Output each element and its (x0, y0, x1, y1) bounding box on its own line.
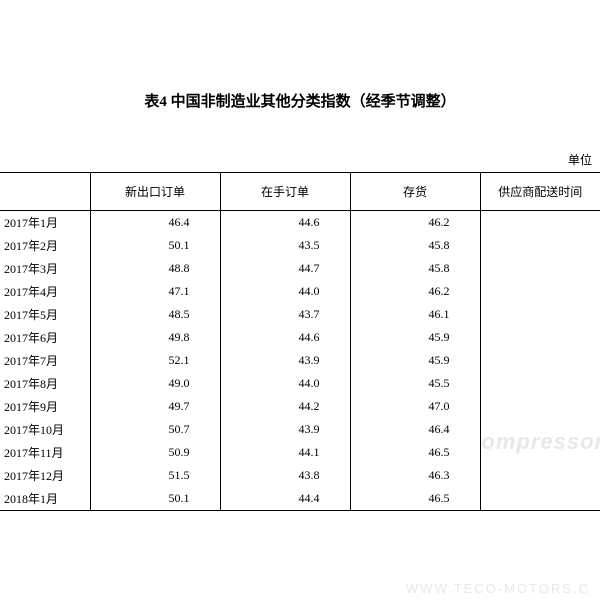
table-row: 2017年1月46.444.646.2 (0, 211, 600, 235)
col-period (0, 173, 90, 211)
table-cell: 2017年5月 (0, 303, 90, 326)
table-cell: 45.9 (350, 349, 480, 372)
table-cell: 2017年2月 (0, 234, 90, 257)
table-cell: 46.2 (350, 211, 480, 235)
table-cell: 51.5 (90, 464, 220, 487)
table-cell: 2017年8月 (0, 372, 90, 395)
table-cell (480, 487, 600, 511)
table-cell: 2017年3月 (0, 257, 90, 280)
table-cell: 2017年10月 (0, 418, 90, 441)
table-row: 2017年8月49.044.045.5 (0, 372, 600, 395)
table-row: 2017年12月51.543.846.3 (0, 464, 600, 487)
table-cell: 46.1 (350, 303, 480, 326)
table-cell: 44.4 (220, 487, 350, 511)
table-cell: 2017年11月 (0, 441, 90, 464)
table-cell: 43.7 (220, 303, 350, 326)
table-cell (480, 303, 600, 326)
table-row: 2017年7月52.143.945.9 (0, 349, 600, 372)
col-inventory: 存货 (350, 173, 480, 211)
unit-label: 单位 (0, 151, 600, 168)
table-row: 2017年2月50.143.545.8 (0, 234, 600, 257)
table-cell: 47.1 (90, 280, 220, 303)
table-cell (480, 257, 600, 280)
table-row: 2017年5月48.543.746.1 (0, 303, 600, 326)
table-cell (480, 349, 600, 372)
table-cell: 46.5 (350, 487, 480, 511)
table-cell: 43.9 (220, 349, 350, 372)
table-cell: 50.9 (90, 441, 220, 464)
table-cell: 44.1 (220, 441, 350, 464)
table-cell: 46.4 (350, 418, 480, 441)
table-row: 2017年6月49.844.645.9 (0, 326, 600, 349)
table-cell: 49.7 (90, 395, 220, 418)
table-cell: 49.8 (90, 326, 220, 349)
table-cell (480, 211, 600, 235)
table-cell: 43.9 (220, 418, 350, 441)
table-cell: 47.0 (350, 395, 480, 418)
table-cell: 49.0 (90, 372, 220, 395)
header-row: 新出口订单 在手订单 存货 供应商配送时间 (0, 173, 600, 211)
table-cell: 48.5 (90, 303, 220, 326)
table-cell: 2017年6月 (0, 326, 90, 349)
data-table: 新出口订单 在手订单 存货 供应商配送时间 2017年1月46.444.646.… (0, 172, 600, 511)
table-cell: 45.5 (350, 372, 480, 395)
table-cell: 50.7 (90, 418, 220, 441)
table-cell: 43.8 (220, 464, 350, 487)
table-cell: 2017年12月 (0, 464, 90, 487)
table-cell: 44.0 (220, 372, 350, 395)
table-cell: 2017年9月 (0, 395, 90, 418)
col-supplier-delivery: 供应商配送时间 (480, 173, 600, 211)
watermark-url: WWW.TECO-MOTORS.C (406, 581, 590, 596)
table-cell (480, 234, 600, 257)
table-cell: 48.8 (90, 257, 220, 280)
table-cell: 46.5 (350, 441, 480, 464)
table-cell: 52.1 (90, 349, 220, 372)
table-row: 2017年9月49.744.247.0 (0, 395, 600, 418)
table-cell: 44.0 (220, 280, 350, 303)
table-cell (480, 464, 600, 487)
table-cell: 2017年4月 (0, 280, 90, 303)
table-cell: 44.7 (220, 257, 350, 280)
table-row: 2017年4月47.144.046.2 (0, 280, 600, 303)
table-cell: 43.5 (220, 234, 350, 257)
table-cell: 44.6 (220, 326, 350, 349)
table-cell: 50.1 (90, 487, 220, 511)
table-cell: 46.4 (90, 211, 220, 235)
table-cell: 2017年1月 (0, 211, 90, 235)
table-cell: 45.8 (350, 257, 480, 280)
table-cell: 46.3 (350, 464, 480, 487)
table-cell: 44.2 (220, 395, 350, 418)
table-cell: 46.2 (350, 280, 480, 303)
table-cell: 45.9 (350, 326, 480, 349)
watermark-brand: ompressor. (481, 429, 600, 455)
table-cell (480, 395, 600, 418)
table-row: 2018年1月50.144.446.5 (0, 487, 600, 511)
table-row: 2017年3月48.844.745.8 (0, 257, 600, 280)
table-cell: 2017年7月 (0, 349, 90, 372)
table-cell (480, 280, 600, 303)
table-title: 表4 中国非制造业其他分类指数（经季节调整） (0, 90, 600, 111)
table-cell (480, 372, 600, 395)
col-backlog-orders: 在手订单 (220, 173, 350, 211)
table-cell (480, 326, 600, 349)
col-export-orders: 新出口订单 (90, 173, 220, 211)
table-cell: 2018年1月 (0, 487, 90, 511)
table-cell: 44.6 (220, 211, 350, 235)
table-cell: 50.1 (90, 234, 220, 257)
table-cell: 45.8 (350, 234, 480, 257)
